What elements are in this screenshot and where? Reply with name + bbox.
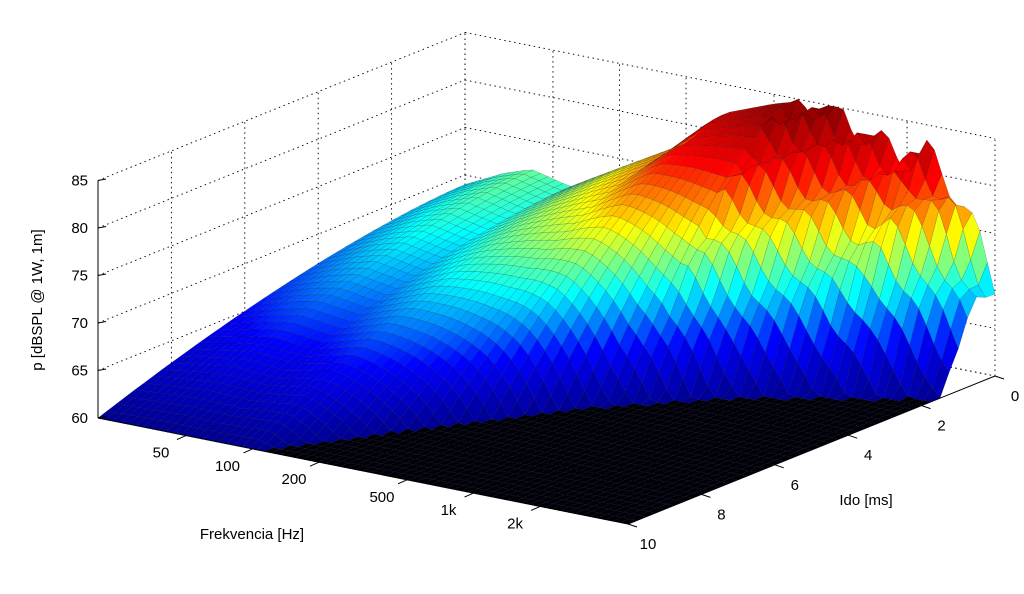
time-tick-label: 2 <box>937 418 945 435</box>
time-tick <box>848 434 858 439</box>
time-tick <box>921 405 931 410</box>
z-tick-label: 60 <box>71 410 88 427</box>
z-tick <box>97 416 107 419</box>
time-tick <box>994 375 1005 380</box>
z-tick-label: 70 <box>71 315 88 332</box>
z-tick <box>97 226 107 229</box>
grid-line <box>97 32 466 181</box>
z-tick <box>97 321 107 324</box>
time-tick-label: 10 <box>640 536 657 553</box>
z-tick-label: 80 <box>71 220 88 237</box>
z-axis-label: p [dBSPL @ 1W, 1m] <box>29 229 46 370</box>
time-tick <box>627 523 638 528</box>
surface-patch <box>978 262 996 298</box>
time-tick <box>701 493 711 498</box>
time-axis-line <box>627 375 996 525</box>
surface-plot <box>97 98 996 525</box>
grid-line <box>97 174 466 324</box>
frequency-tick <box>464 492 474 498</box>
grid-line <box>97 127 466 276</box>
frequency-tick-label: 50 <box>153 445 170 462</box>
frequency-tick <box>397 479 408 485</box>
frequency-tick-label: 200 <box>282 471 307 488</box>
frequency-tick-label: 500 <box>369 489 394 506</box>
time-axis-label: Ido [ms] <box>839 492 892 509</box>
frequency-axis-label: Frekvencia [Hz] <box>200 526 304 543</box>
frequency-tick <box>243 448 253 454</box>
time-tick-label: 8 <box>717 506 725 523</box>
z-tick <box>97 178 107 181</box>
frequency-tick <box>309 461 320 467</box>
grid-line <box>97 222 466 371</box>
z-tick <box>97 273 107 276</box>
time-tick-label: 4 <box>864 447 872 464</box>
frequency-tick <box>176 435 187 441</box>
z-tick-label: 65 <box>71 363 88 380</box>
grid-line <box>97 79 466 229</box>
z-tick-label: 75 <box>71 268 88 285</box>
time-tick-label: 0 <box>1011 388 1019 405</box>
frequency-tick-label: 100 <box>215 458 240 475</box>
frequency-axis-ticks: 50 100 200 500 1k 2k <box>153 435 541 532</box>
time-tick-label: 6 <box>791 477 799 494</box>
frequency-tick-label: 2k <box>507 515 523 532</box>
z-axis-ticks: 60 65 70 75 80 85 <box>71 173 107 427</box>
time-tick <box>774 464 784 469</box>
frequency-tick <box>530 505 541 511</box>
frequency-tick-label: 1k <box>441 502 457 519</box>
z-tick <box>97 368 107 371</box>
grid-line <box>464 32 996 139</box>
z-tick-label: 85 <box>71 173 88 190</box>
time-axis-ticks: 0 2 4 6 8 10 <box>627 375 1019 553</box>
